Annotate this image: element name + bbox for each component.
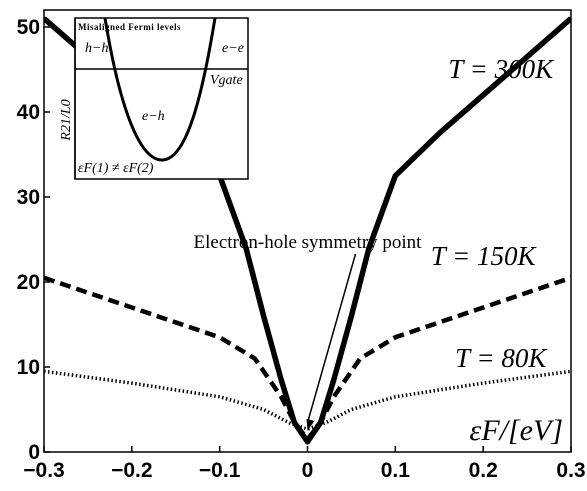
annotation-arrowhead [306,418,315,431]
inset-ylabel: R21/L0 [59,99,74,141]
x-tick-label: −0.2 [111,459,152,482]
inset-vgate: Vgate [210,73,243,88]
y-tick-label: 40 [17,101,40,124]
series-label-0: T = 300K [448,54,555,84]
y-tick-label: 0 [28,441,40,464]
inset-curve [103,17,217,162]
series-line-1 [44,275,571,442]
x-tick-label: 0 [302,459,314,482]
y-tick-label: 30 [17,186,40,209]
series-label-1: T = 150K [431,241,538,271]
ticks: −0.3 −0.2 −0.1 0 0.1 0.2 0.3 0 10 20 30 40 50 [17,16,586,482]
inset-condition: εF(1) ≠ εF(2) [78,161,154,176]
x-tick-label: −0.3 [23,459,64,482]
x-tick-label: 0.3 [556,459,585,482]
annotation-electron-hole: Electron-hole symmetry point [194,232,423,431]
inset-region-eh: e−h [142,109,165,124]
inset-region-ee: e−e [222,41,244,56]
x-tick-label: −0.1 [199,459,241,482]
x-tick-label: 0.2 [469,459,498,482]
x-tick-label: 0.1 [381,459,411,482]
x-axis-label: εF/[eV] [470,414,563,447]
y-tick-label: 20 [17,271,40,294]
y-tick-label: 10 [17,356,40,379]
series-label-2: T = 80K [455,343,548,373]
inset-frame [74,17,249,180]
inset-region-hh: h−h [85,41,108,56]
annotation-arrow [306,253,357,423]
series-labels: T = 300K T = 150K T = 80K [431,54,555,373]
inset-title: Misaligned Fermi levels [78,22,181,32]
inset-plot: Misaligned Fermi levels h−h e−e e−h Vgat… [59,17,249,180]
annotation-text: Electron-hole symmetry point [194,232,423,253]
y-tick-label: 50 [17,16,40,39]
